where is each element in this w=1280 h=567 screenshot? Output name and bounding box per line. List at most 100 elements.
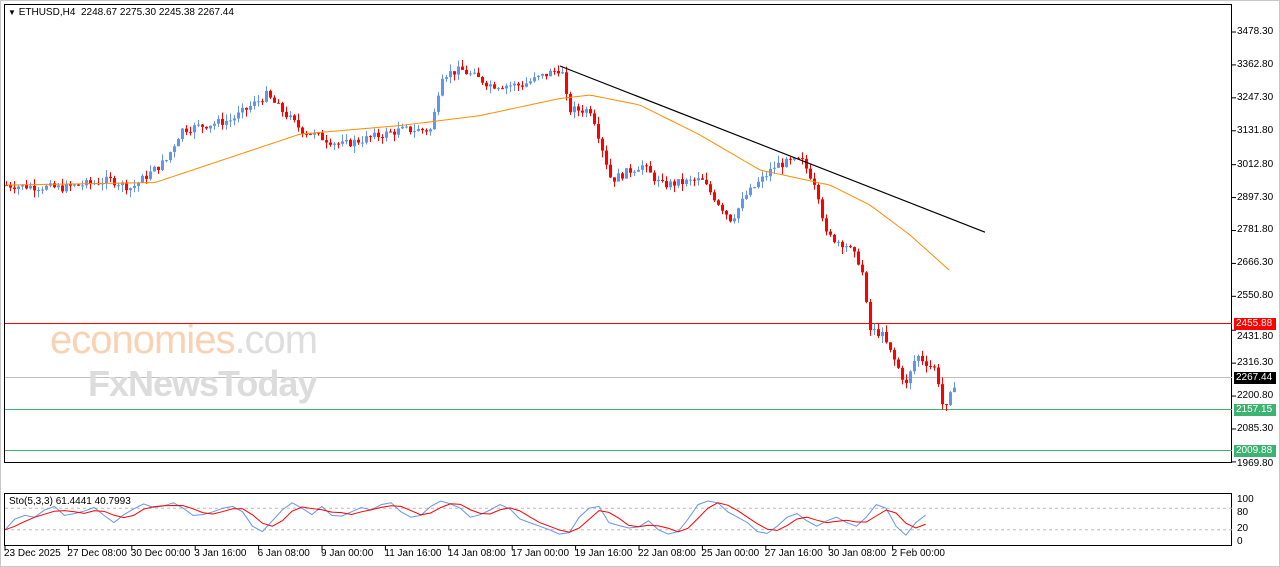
- candle-body: [561, 72, 564, 74]
- dropdown-triangle-icon[interactable]: ▼: [8, 8, 16, 17]
- candle-body: [337, 143, 340, 145]
- candle-body: [621, 173, 624, 179]
- candle-body: [905, 379, 908, 384]
- candle-body: [233, 118, 236, 121]
- candle-body: [329, 142, 332, 145]
- time-axis-label: 27 Dec 08:00: [67, 548, 127, 559]
- trendline: [559, 65, 986, 233]
- candle-body: [413, 131, 416, 133]
- candle-body: [141, 175, 144, 183]
- candle-body: [225, 120, 228, 125]
- price-axis-label: 1969.80: [1237, 457, 1274, 469]
- time-axis-label: 11 Jan 16:00: [384, 548, 442, 559]
- candle-body: [289, 115, 292, 118]
- candle-body: [513, 83, 516, 86]
- candle-body: [185, 128, 188, 133]
- candle-body: [805, 158, 808, 169]
- candle-body: [833, 234, 836, 243]
- candle-body: [585, 109, 588, 113]
- candle-body: [725, 210, 728, 215]
- candle-body: [929, 365, 932, 367]
- candle-body: [33, 185, 36, 191]
- candle-body: [877, 329, 880, 337]
- candle-body: [261, 101, 264, 103]
- stochastic-pane[interactable]: [4, 493, 1232, 546]
- candle-body: [121, 182, 124, 186]
- price-axis-label: 2085.30: [1237, 422, 1274, 434]
- candle-body: [821, 199, 824, 219]
- candle-body: [829, 231, 832, 235]
- candle-body: [705, 179, 708, 185]
- candle-body: [481, 76, 484, 83]
- candle-body: [629, 168, 632, 173]
- stochastic-axis-label: 100: [1237, 494, 1254, 505]
- candle-body: [893, 349, 896, 360]
- candle-body: [437, 95, 440, 112]
- candle-body: [761, 176, 764, 182]
- candle-body: [213, 123, 216, 126]
- candle-body: [801, 158, 804, 160]
- candle-body: [449, 71, 452, 78]
- candle-body: [13, 187, 16, 190]
- candle-body: [209, 125, 212, 129]
- candle-body: [305, 133, 308, 135]
- candle-body: [17, 186, 20, 190]
- candle-body: [125, 182, 128, 191]
- candle-body: [593, 113, 596, 124]
- candle-body: [441, 78, 444, 96]
- candle-body: [53, 183, 56, 188]
- candle-body: [317, 132, 320, 134]
- candle-body: [921, 355, 924, 362]
- candle-body: [285, 111, 288, 118]
- candle-body: [341, 141, 344, 144]
- candle-body: [861, 264, 864, 273]
- candle-body: [241, 107, 244, 113]
- candle-body: [709, 184, 712, 193]
- candle-body: [205, 126, 208, 129]
- candle-body: [845, 246, 848, 248]
- candle-body: [133, 185, 136, 189]
- candle-body: [853, 247, 856, 252]
- candle-body: [113, 178, 116, 186]
- candle-body: [897, 359, 900, 368]
- price-axis-label: 2550.80: [1237, 290, 1274, 302]
- candle-body: [865, 272, 868, 302]
- candle-body: [777, 162, 780, 168]
- symbol-name: ETHUSD,H4: [18, 7, 76, 18]
- candle-body: [345, 139, 348, 142]
- candle-body: [525, 83, 528, 87]
- candle-body: [737, 208, 740, 219]
- candle-body: [281, 103, 284, 112]
- candle-body: [313, 132, 316, 135]
- candle-body: [425, 130, 428, 132]
- candle-body: [217, 118, 220, 124]
- candle-body: [497, 88, 500, 90]
- candle-body: [789, 158, 792, 160]
- watermark-economies: economies.com: [50, 318, 318, 362]
- candle-body: [493, 84, 496, 89]
- level-price-tag: 2009.88: [1234, 444, 1276, 457]
- candle-body: [153, 166, 156, 172]
- time-axis-label: 3 Jan 16:00: [194, 548, 247, 559]
- candle-body: [537, 75, 540, 78]
- candle-body: [401, 126, 404, 129]
- candle-body: [197, 124, 200, 126]
- candle-body: [717, 200, 720, 205]
- candle-body: [365, 136, 368, 143]
- candle-body: [349, 139, 352, 147]
- candle-body: [613, 177, 616, 182]
- watermark-fxnewstoday: FxNewsToday: [88, 363, 317, 404]
- candle-body: [453, 71, 456, 75]
- candle-body: [253, 101, 256, 106]
- candle-body: [873, 329, 876, 331]
- candle-body: [105, 176, 108, 184]
- candle-body: [5, 185, 8, 187]
- price-chart-pane[interactable]: [4, 4, 1232, 463]
- candle-body: [793, 157, 796, 160]
- candle-body: [29, 185, 32, 189]
- candle-body: [557, 71, 560, 74]
- time-axis-label: 27 Jan 16:00: [764, 548, 823, 559]
- candle-body: [57, 185, 60, 188]
- candle-body: [565, 72, 568, 94]
